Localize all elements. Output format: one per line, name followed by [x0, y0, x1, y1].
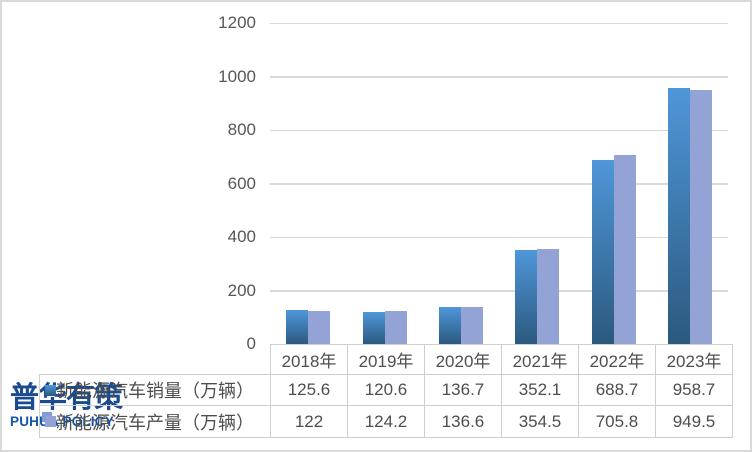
table-corner-cell	[40, 345, 271, 375]
table-row: 新能源汽车产量（万辆） 122 124.2 136.6 354.5 705.8 949.5	[39, 405, 733, 438]
legend-key-series-0	[45, 384, 56, 396]
value-cell: 352.1	[501, 374, 579, 406]
gridline	[270, 129, 728, 131]
y-axis-tick-label: 200	[227, 280, 256, 300]
bar-series-1-2023年	[689, 90, 712, 344]
value-cell: 958.7	[655, 374, 733, 406]
bar-series-1-2021年	[537, 249, 560, 344]
value-cell: 120.6	[347, 374, 425, 406]
year-header-cell: 2020年	[424, 344, 502, 375]
value-cell: 124.2	[347, 405, 425, 438]
value-cell: 354.5	[501, 405, 579, 438]
year-header-cell: 2022年	[578, 344, 656, 375]
value-cell: 136.7	[424, 374, 502, 406]
value-cell: 125.6	[270, 374, 348, 406]
value-cell: 136.6	[424, 405, 502, 438]
gridline	[270, 236, 728, 238]
year-header-cell: 2023年	[655, 344, 733, 375]
bar-series-0-2020年	[438, 307, 461, 344]
gridline	[270, 183, 728, 185]
value-cell: 705.8	[578, 405, 656, 438]
series-label-cell: 新能源汽车产量（万辆）	[39, 405, 271, 438]
y-axis-tick-label: 400	[227, 227, 256, 246]
value-cell: 688.7	[578, 374, 656, 406]
series-name-label: 新能源汽车产量（万辆）	[56, 412, 254, 433]
y-axis-tick-label: 600	[227, 173, 256, 193]
y-axis-tick-label: 800	[227, 120, 256, 139]
series-name-label: 新能源汽车销量（万辆）	[56, 381, 254, 401]
y-axis-tick-label: 1000	[218, 66, 256, 86]
gridline	[270, 22, 728, 24]
bar-series-0-2023年	[667, 87, 690, 344]
y-axis-tick-label: 1200	[218, 13, 256, 32]
legend-key-series-1	[45, 416, 56, 427]
bar-series-1-2022年	[613, 155, 636, 344]
bar-series-0-2019年	[362, 311, 385, 344]
bar-series-1-2018年	[308, 311, 331, 344]
bar-series-1-2019年	[384, 310, 407, 344]
value-cell: 122	[270, 405, 348, 438]
gridline	[270, 290, 728, 292]
year-header-cell: 2019年	[347, 344, 425, 375]
bar-series-1-2020年	[460, 307, 483, 344]
bar-series-0-2018年	[286, 310, 309, 344]
value-cell: 949.5	[655, 405, 733, 438]
bar-series-0-2021年	[515, 249, 538, 344]
series-label-cell: 新能源汽车销量（万辆）	[39, 374, 271, 406]
year-header-cell: 2021年	[501, 344, 579, 375]
table-row: 新能源汽车销量（万辆） 125.6 120.6 136.7 352.1 688.7 958.…	[39, 374, 733, 406]
y-axis-tick-label: 0	[246, 334, 256, 353]
bar-series-0-2022年	[591, 159, 614, 344]
year-header-cell: 2018年	[270, 344, 348, 375]
chart-data-table: 2018年 2019年 2020年 2021年 2022年 2023年 新能源汽车销量（万辆…	[39, 344, 733, 438]
gridline	[270, 76, 728, 78]
